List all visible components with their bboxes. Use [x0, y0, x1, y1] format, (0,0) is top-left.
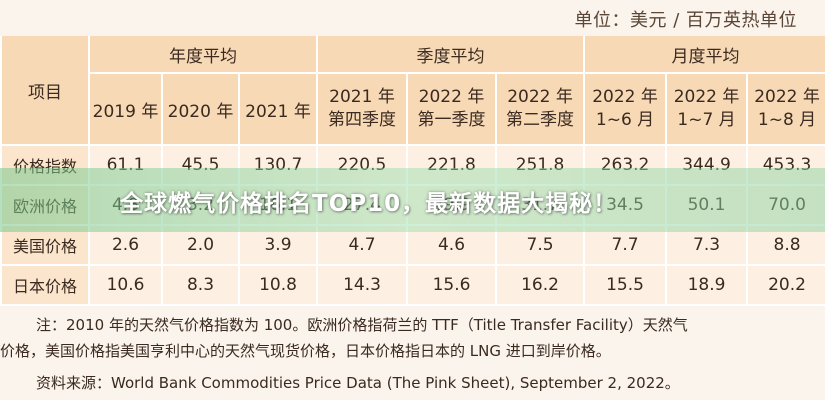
col-header-line: 2022 年 — [754, 87, 820, 107]
group-header-monthly: 月度平均 — [583, 36, 825, 74]
notes: 注：2010 年的天然气价格指数为 100。欧洲价格指荷兰的 TTF（Title… — [0, 312, 825, 364]
table-cell: 15.5 — [583, 265, 667, 306]
col-header: 2021 年 — [237, 73, 318, 146]
note-line-1: 注：2010 年的天然气价格指数为 100。欧洲价格指荷兰的 TTF（Title… — [36, 316, 688, 334]
table-cell: 16.2 — [495, 265, 585, 306]
group-header-annual: 年度平均 — [87, 36, 318, 74]
col-header: 2022 年 1~6 月 — [583, 73, 667, 146]
table-row: 日本价格 10.6 8.3 10.8 14.3 15.6 16.2 15.5 18.9 20.2 — [0, 265, 825, 306]
col-header-line: 2022 年 — [418, 87, 485, 107]
col-header: 2021 年第四季度 — [316, 73, 408, 146]
col-header: 2022 年 1~8 月 — [746, 73, 825, 146]
col-header: 2022 年第二季度 — [495, 73, 585, 146]
table-cell: 20.2 — [746, 265, 825, 306]
row-label: 日本价格 — [0, 265, 89, 306]
col-header-line: 2022 年 — [673, 87, 740, 107]
col-header-line: 第一季度 — [417, 110, 486, 130]
table-cell: 10.8 — [237, 265, 318, 306]
col-header-line: 1~7 月 — [677, 110, 736, 130]
note-line-2: 价格，美国价格指美国亨利中心的天然气现货价格，日本价格指日本的 LNG 进口到岸… — [0, 342, 611, 360]
col-header-line: 2021 年 — [329, 87, 395, 107]
col-header: 2022 年 1~7 月 — [665, 73, 748, 146]
col-header: 2019 年 — [88, 73, 162, 146]
group-header-row: 项目 年度平均 季度平均 月度平均 — [0, 36, 825, 146]
col-header-line: 1~6 月 — [595, 110, 655, 130]
table-cell: 15.6 — [406, 265, 497, 306]
col-header-line: 第二季度 — [506, 110, 575, 130]
col-header-line: 第四季度 — [328, 110, 397, 130]
table-cell: 8.3 — [161, 265, 239, 306]
item-header: 项目 — [0, 36, 89, 146]
col-header-line: 2022 年 — [507, 87, 573, 107]
title-banner — [0, 168, 825, 232]
source-line: 资料来源：World Bank Commodities Price Data (… — [36, 374, 680, 392]
col-header-line: 2022 年 — [592, 87, 658, 107]
banner-title: 全球燃气价格排名TOP10，最新数据大揭秘！ — [120, 191, 618, 217]
col-header: 2022 年第一季度 — [406, 73, 497, 146]
table-cell: 10.6 — [88, 265, 162, 306]
col-header: 2020 年 — [161, 73, 239, 146]
unit-label: 单位：美元 / 百万英热单位 — [574, 10, 797, 31]
col-header-line: 1~8 月 — [757, 110, 817, 130]
table-cell: 18.9 — [665, 265, 748, 306]
table-cell: 14.3 — [316, 265, 408, 306]
column-header-row: 2019 年 2020 年 2021 年 2021 年第四季度 2022 年第一… — [1, 73, 825, 146]
group-header-quarterly: 季度平均 — [316, 36, 585, 74]
